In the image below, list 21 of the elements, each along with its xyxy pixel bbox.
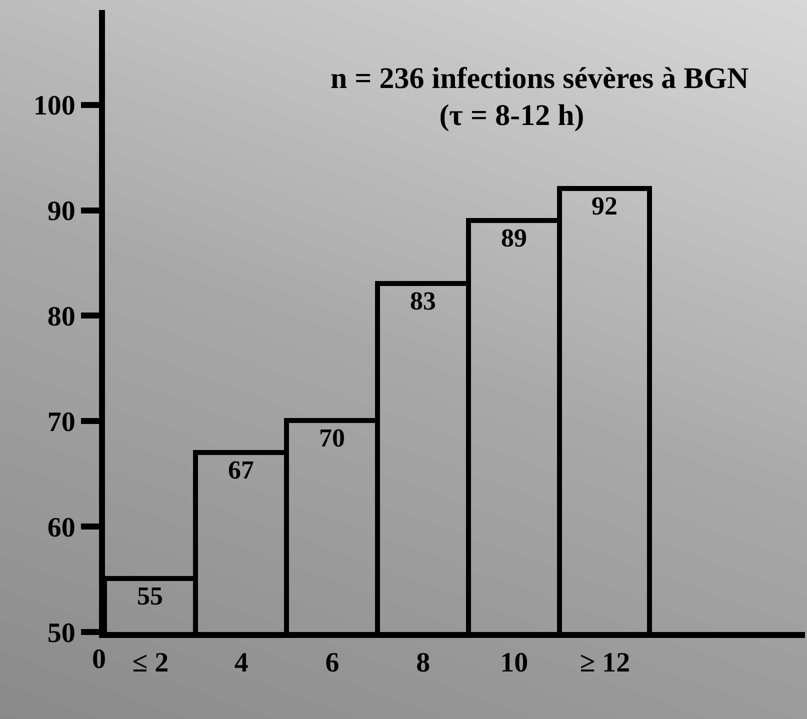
data-label: 55 [137, 582, 163, 610]
data-label: 67 [228, 456, 254, 484]
y-tick-label: 50 [47, 618, 76, 649]
data-label: 89 [501, 224, 527, 252]
data-label: 83 [410, 286, 436, 316]
y-tick-label: 100 [33, 90, 76, 122]
x-tick-label: ≥ 12 [580, 648, 630, 679]
text: n = 236 infections sévères à BGN [330, 62, 750, 95]
x-tick-label: 4 [234, 648, 248, 679]
x-tick-label: ≤ 2 [132, 648, 169, 679]
y-tick-label: 70 [47, 406, 76, 438]
data-label: 70 [319, 424, 345, 452]
x-tick-label: 8 [416, 648, 430, 679]
x-tick-label: 10 [500, 648, 528, 679]
x-tick-label: 6 [325, 648, 340, 679]
y-tick-label: 60 [47, 512, 76, 544]
data-label: 92 [592, 192, 618, 220]
y-tick-label: 80 [47, 302, 76, 333]
y-tick-label: 90 [47, 196, 76, 228]
text: (τ = 8-12 h) [439, 99, 584, 132]
text: 0 [92, 644, 106, 675]
